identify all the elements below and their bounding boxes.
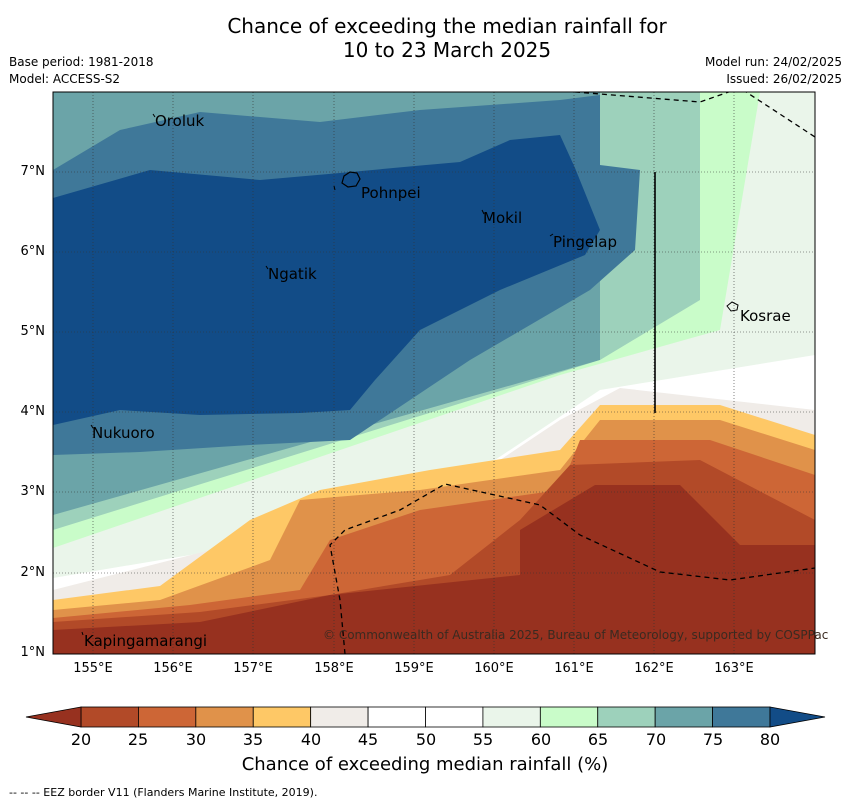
- colorbar-title: Chance of exceeding median rainfall (%): [241, 754, 609, 775]
- lon-label-160e: 160°E: [474, 661, 514, 676]
- issued-date: Issued: 26/02/2025: [726, 72, 842, 86]
- title-line-2: 10 to 23 March 2025: [342, 38, 552, 62]
- map-title: Chance of exceeding the median rainfall …: [0, 14, 850, 62]
- grid-lines: [53, 92, 815, 654]
- pohnpei-island: [341, 171, 361, 188]
- place-oroluk: Oroluk: [155, 112, 205, 130]
- rainfall-contours: [53, 92, 815, 654]
- lat-label-7n: 7°N: [20, 164, 46, 179]
- rainfall-map: [52, 91, 816, 655]
- place-ngatik: Ngatik: [268, 265, 317, 283]
- colorbar-cell: [712, 706, 771, 728]
- cbar-tick-35: 35: [242, 730, 264, 749]
- lat-label-1n: 1°N: [20, 645, 46, 660]
- atoll-markers: [81, 113, 554, 636]
- model-run: Model run: 24/02/2025: [704, 55, 842, 69]
- lat-label-3n: 3°N: [20, 484, 46, 499]
- colorbar-cell: [539, 706, 599, 728]
- cbar-tick-55: 55: [472, 730, 494, 749]
- lat-label-4n: 4°N: [20, 404, 46, 419]
- cbar-tick-45: 45: [357, 730, 379, 749]
- cbar-tick-70: 70: [645, 730, 667, 749]
- cbar-tick-20: 20: [70, 730, 92, 749]
- band-over-80: [53, 135, 600, 425]
- colorbar-cell: [425, 706, 484, 728]
- eez-legend-note: -- -- -- EEZ border V11 (Flanders Marine…: [9, 786, 318, 799]
- map-frame: [52, 91, 816, 655]
- colorbar-cell: [252, 706, 312, 728]
- colorbar-cell: [310, 706, 369, 728]
- colorbar: [25, 706, 826, 728]
- kosrae-island: [726, 301, 739, 312]
- place-pohnpei: Pohnpei: [361, 184, 421, 202]
- colorbar-under-arrow: [25, 706, 82, 728]
- cbar-tick-50: 50: [415, 730, 437, 749]
- lon-label-156e: 156°E: [153, 661, 193, 676]
- lat-label-5n: 5°N: [20, 324, 46, 339]
- copyright-notice: © Commonwealth of Australia 2025, Bureau…: [323, 628, 829, 642]
- title-line-1: Chance of exceeding the median rainfall …: [227, 14, 667, 38]
- base-period: Base period: 1981-2018: [9, 55, 154, 69]
- cbar-tick-40: 40: [300, 730, 322, 749]
- place-kosrae: Kosrae: [740, 307, 791, 325]
- cbar-tick-60: 60: [530, 730, 552, 749]
- lon-label-158e: 158°E: [314, 661, 354, 676]
- colorbar-cell: [138, 706, 197, 728]
- colorbar-cell: [654, 706, 713, 728]
- place-mokil: Mokil: [483, 209, 523, 227]
- lon-label-159e: 159°E: [394, 661, 434, 676]
- colorbar-over-arrow: [769, 706, 826, 728]
- lon-label-163e: 163°E: [714, 661, 754, 676]
- colorbar-cell: [80, 706, 139, 728]
- cbar-tick-25: 25: [127, 730, 149, 749]
- colorbar-cell: [597, 706, 656, 728]
- lat-label-6n: 6°N: [20, 244, 46, 259]
- cbar-tick-65: 65: [587, 730, 609, 749]
- model-name: Model: ACCESS-S2: [9, 72, 121, 86]
- cbar-tick-30: 30: [185, 730, 207, 749]
- lon-label-161e: 161°E: [554, 661, 594, 676]
- meta-right: Model run: 24/02/2025 Issued: 26/02/2025: [705, 54, 842, 88]
- lon-label-157e: 157°E: [233, 661, 273, 676]
- place-kapingamarangi: Kapingamarangi: [84, 632, 208, 650]
- band-under-20: [53, 485, 815, 654]
- colorbar-cells: [80, 706, 771, 728]
- colorbar-cell: [482, 706, 541, 728]
- colorbar-cell: [195, 706, 254, 728]
- colorbar-cell: [367, 706, 426, 728]
- meta-left: Base period: 1981-2018 Model: ACCESS-S2: [9, 54, 154, 88]
- place-pingelap: Pingelap: [553, 233, 618, 251]
- cbar-tick-80: 80: [759, 730, 781, 749]
- lon-label-162e: 162°E: [634, 661, 674, 676]
- place-nukuoro: Nukuoro: [92, 424, 155, 442]
- cbar-tick-75: 75: [702, 730, 724, 749]
- eez-border: [329, 92, 815, 654]
- lat-label-2n: 2°N: [20, 565, 46, 580]
- lon-label-155e: 155°E: [73, 661, 113, 676]
